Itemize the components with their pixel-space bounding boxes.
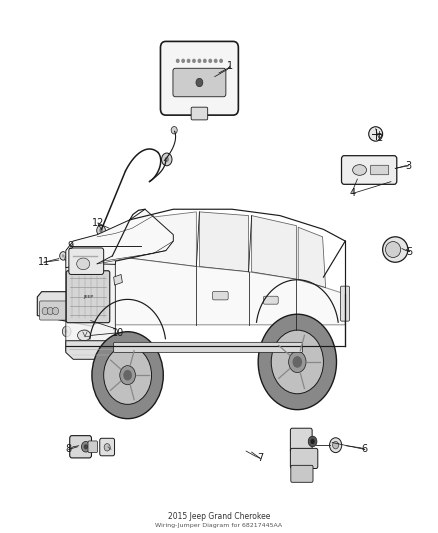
Circle shape bbox=[308, 436, 317, 447]
Ellipse shape bbox=[78, 330, 91, 341]
Text: JEEP: JEEP bbox=[83, 295, 93, 298]
Circle shape bbox=[182, 59, 184, 62]
FancyBboxPatch shape bbox=[88, 441, 98, 453]
Circle shape bbox=[187, 59, 190, 62]
Circle shape bbox=[99, 228, 103, 232]
Circle shape bbox=[193, 59, 195, 62]
Text: 12: 12 bbox=[92, 218, 104, 228]
Text: 2015 Jeep Grand Cherokee: 2015 Jeep Grand Cherokee bbox=[168, 512, 270, 521]
Ellipse shape bbox=[383, 237, 408, 262]
FancyBboxPatch shape bbox=[100, 438, 115, 456]
FancyBboxPatch shape bbox=[191, 107, 208, 120]
Circle shape bbox=[162, 153, 172, 166]
Circle shape bbox=[81, 441, 90, 452]
Polygon shape bbox=[114, 274, 122, 285]
Text: 9: 9 bbox=[67, 241, 73, 252]
Circle shape bbox=[165, 157, 169, 162]
Text: 6: 6 bbox=[362, 445, 368, 455]
Circle shape bbox=[141, 240, 150, 251]
Text: 10: 10 bbox=[112, 328, 124, 338]
Circle shape bbox=[332, 441, 339, 449]
Text: 5: 5 bbox=[406, 247, 413, 257]
Circle shape bbox=[120, 366, 135, 385]
Text: Wiring-Jumper Diagram for 68217445AA: Wiring-Jumper Diagram for 68217445AA bbox=[155, 523, 283, 528]
Circle shape bbox=[62, 326, 71, 337]
Polygon shape bbox=[113, 256, 345, 325]
Circle shape bbox=[79, 329, 91, 343]
FancyBboxPatch shape bbox=[67, 302, 85, 318]
Polygon shape bbox=[66, 341, 116, 359]
Circle shape bbox=[42, 308, 48, 315]
Circle shape bbox=[311, 439, 315, 444]
Polygon shape bbox=[66, 256, 116, 351]
Circle shape bbox=[171, 126, 177, 134]
Polygon shape bbox=[37, 292, 100, 326]
Circle shape bbox=[209, 59, 212, 62]
Circle shape bbox=[258, 314, 336, 410]
Text: 3: 3 bbox=[405, 161, 411, 171]
Text: 11: 11 bbox=[38, 257, 50, 267]
FancyBboxPatch shape bbox=[371, 165, 389, 175]
Ellipse shape bbox=[353, 165, 367, 175]
Circle shape bbox=[204, 59, 206, 62]
Circle shape bbox=[104, 443, 110, 451]
Polygon shape bbox=[66, 209, 173, 268]
FancyBboxPatch shape bbox=[173, 68, 226, 97]
FancyBboxPatch shape bbox=[290, 448, 318, 469]
FancyBboxPatch shape bbox=[39, 301, 67, 320]
Circle shape bbox=[104, 346, 152, 405]
Circle shape bbox=[177, 59, 179, 62]
Circle shape bbox=[53, 308, 59, 315]
Circle shape bbox=[97, 225, 106, 236]
Ellipse shape bbox=[77, 258, 90, 270]
Text: 7: 7 bbox=[257, 454, 264, 463]
Polygon shape bbox=[298, 227, 325, 288]
Circle shape bbox=[293, 356, 302, 368]
FancyBboxPatch shape bbox=[160, 42, 238, 115]
Polygon shape bbox=[113, 212, 196, 266]
Text: 2: 2 bbox=[376, 133, 382, 143]
Circle shape bbox=[220, 59, 223, 62]
Circle shape bbox=[65, 329, 68, 334]
FancyBboxPatch shape bbox=[212, 292, 228, 300]
Circle shape bbox=[47, 308, 53, 315]
FancyBboxPatch shape bbox=[263, 296, 278, 304]
FancyBboxPatch shape bbox=[70, 435, 92, 458]
Polygon shape bbox=[199, 212, 249, 272]
Circle shape bbox=[62, 254, 64, 257]
Text: 8: 8 bbox=[66, 445, 72, 455]
Circle shape bbox=[271, 330, 323, 394]
FancyBboxPatch shape bbox=[290, 428, 312, 453]
Text: 4: 4 bbox=[350, 188, 356, 198]
Circle shape bbox=[60, 252, 67, 260]
Circle shape bbox=[289, 351, 306, 373]
FancyBboxPatch shape bbox=[66, 271, 110, 322]
Ellipse shape bbox=[369, 127, 383, 141]
Circle shape bbox=[144, 243, 148, 248]
Circle shape bbox=[198, 59, 201, 62]
Circle shape bbox=[82, 333, 88, 340]
FancyBboxPatch shape bbox=[291, 465, 313, 482]
FancyBboxPatch shape bbox=[69, 248, 104, 274]
Ellipse shape bbox=[385, 241, 401, 257]
Circle shape bbox=[65, 255, 70, 262]
Circle shape bbox=[123, 370, 132, 381]
FancyBboxPatch shape bbox=[114, 342, 303, 352]
Circle shape bbox=[196, 78, 203, 87]
Polygon shape bbox=[252, 216, 297, 279]
Circle shape bbox=[329, 438, 342, 453]
Text: 1: 1 bbox=[227, 61, 233, 71]
Circle shape bbox=[215, 59, 217, 62]
Circle shape bbox=[84, 444, 88, 449]
FancyBboxPatch shape bbox=[342, 156, 397, 184]
FancyBboxPatch shape bbox=[340, 286, 350, 321]
Circle shape bbox=[92, 332, 163, 419]
